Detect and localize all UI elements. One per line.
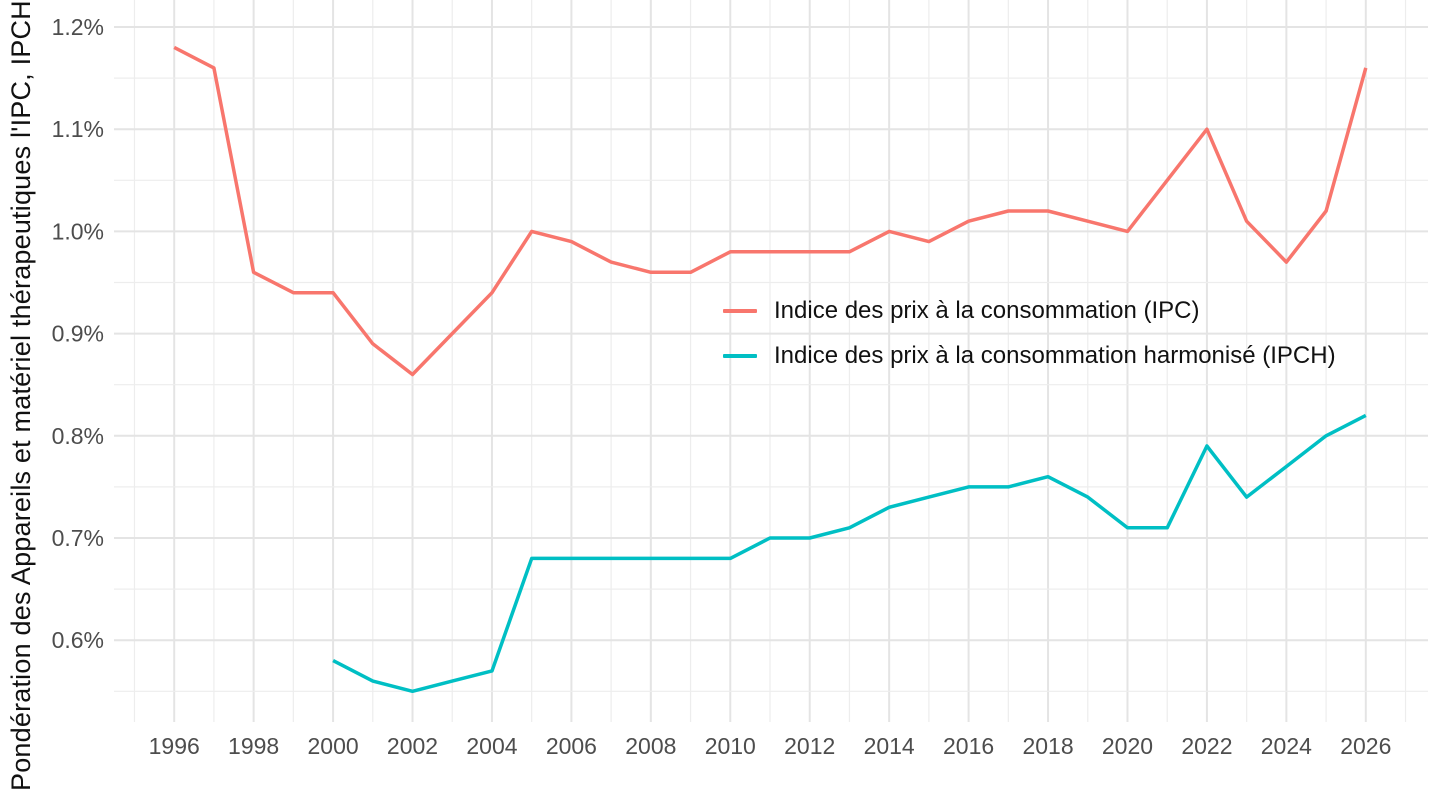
legend-label-ipc: Indice des prix à la consommation (IPC): [774, 296, 1200, 324]
x-tick-label-2004: 2004: [466, 733, 517, 759]
x-tick-label-2002: 2002: [387, 733, 438, 759]
legend: Indice des prix à la consommation (IPC) …: [723, 288, 1336, 378]
x-tick-label-2012: 2012: [784, 733, 835, 759]
y-tick-label-0.8%: 0.8%: [52, 423, 104, 449]
x-tick-label-2026: 2026: [1340, 733, 1391, 759]
series-line-ipc: [173, 45, 1368, 377]
x-tick-label-2022: 2022: [1181, 733, 1232, 759]
x-tick-label-2010: 2010: [705, 733, 756, 759]
x-tick-label-1996: 1996: [149, 733, 200, 759]
y-axis-title: Pondération des Appareils et matériel th…: [6, 0, 36, 791]
x-tick-label-2024: 2024: [1261, 733, 1312, 759]
x-tick-label-2008: 2008: [625, 733, 676, 759]
x-tick-label-2018: 2018: [1022, 733, 1073, 759]
legend-key-line-ipch-icon: [723, 353, 757, 358]
series-line-ipch: [332, 413, 1367, 694]
legend-label-ipch: Indice des prix à la consommation harmon…: [774, 341, 1336, 369]
legend-key-line-ipc-icon: [723, 308, 757, 313]
x-tick-label-2006: 2006: [546, 733, 597, 759]
y-tick-label-1.0%: 1.0%: [52, 218, 104, 244]
x-tick-label-2020: 2020: [1102, 733, 1153, 759]
y-tick-label-0.9%: 0.9%: [52, 321, 104, 347]
y-tick-label-1.1%: 1.1%: [52, 116, 104, 142]
x-tick-label-2014: 2014: [864, 733, 915, 759]
y-tick-label-0.6%: 0.6%: [52, 627, 104, 653]
x-tick-label-2000: 2000: [307, 733, 358, 759]
legend-item-ipc: Indice des prix à la consommation (IPC): [723, 288, 1336, 333]
x-tick-label-1998: 1998: [228, 733, 279, 759]
x-tick-label-2016: 2016: [943, 733, 994, 759]
y-tick-label-0.7%: 0.7%: [52, 525, 104, 551]
y-tick-label-1.2%: 1.2%: [52, 14, 104, 40]
legend-item-ipch: Indice des prix à la consommation harmon…: [723, 333, 1336, 378]
